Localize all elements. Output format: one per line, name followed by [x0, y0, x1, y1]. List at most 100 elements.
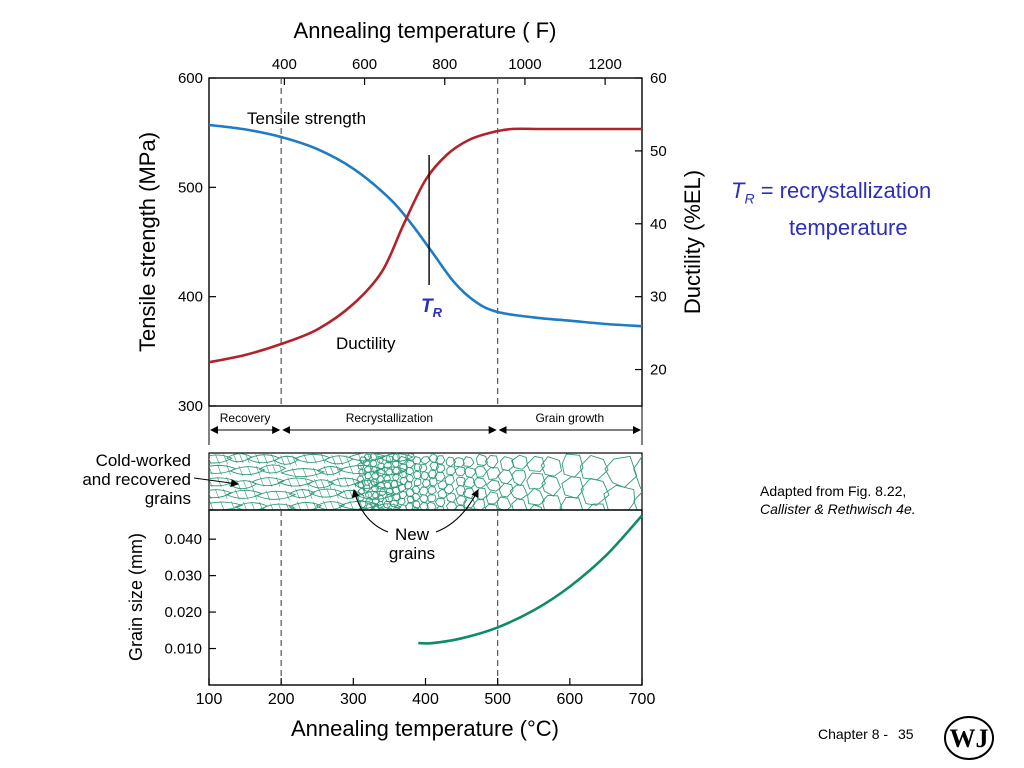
grain-slip-line [255, 453, 260, 465]
recrystallized-grain [426, 501, 437, 510]
grain-slip-line [275, 476, 281, 488]
bottom-tick-label: 200 [268, 691, 295, 708]
grain-slip-line [286, 455, 291, 466]
recrystallized-grain [541, 494, 563, 510]
grain-tick-label: 0.030 [164, 568, 202, 585]
property-series [208, 123, 643, 364]
region-label: Recrystallization [346, 411, 433, 425]
grain-slip-line [272, 464, 277, 475]
grain-slip-line [238, 453, 244, 464]
recrystallized-grain [580, 477, 610, 506]
recrystallized-grain [378, 488, 387, 496]
left-axis-ticks: 300 400 500 600 [178, 70, 216, 415]
grain-slip-line [249, 479, 254, 491]
grain-slip-line [348, 489, 354, 500]
grain-slip-line [217, 464, 222, 475]
tr-definition-symbol: T [731, 178, 745, 203]
recrystallized-grain [405, 466, 415, 475]
grain-slip-line [215, 454, 220, 465]
cold-worked-grain [378, 453, 414, 463]
bottom-tick-label: 300 [340, 691, 367, 708]
grain-size-series [418, 514, 643, 645]
tr-definition-line2: temperature [789, 215, 908, 241]
grain-slip-line [297, 501, 301, 510]
recrystallized-grain [455, 504, 466, 510]
recrystallized-grain [419, 493, 429, 504]
grain-slip-line [251, 501, 255, 510]
cold-worked-grain [307, 479, 335, 489]
microstructure-strip [208, 452, 643, 511]
grain-slip-line [259, 501, 263, 510]
recrystallized-grain [384, 468, 394, 476]
cold-worked-grain [328, 477, 361, 487]
grain-slip-line [393, 502, 397, 510]
tr-definition-line1: = recrystallization [760, 178, 932, 203]
grain-slip-line [330, 500, 335, 510]
recrystallized-grain [462, 456, 475, 467]
grain-slip-line [255, 465, 261, 477]
recrystallized-grain [509, 484, 528, 501]
grain-slip-line [338, 455, 344, 466]
credit-line2: Callister & Rethwisch 4e. [760, 501, 916, 517]
grain-size-ticks: 0.010 0.020 0.030 0.040 [164, 531, 216, 658]
grain-slip-line [259, 476, 265, 488]
top-axis-title: Annealing temperature ( F) [294, 18, 557, 43]
grain-slip-line [335, 465, 341, 476]
right-tick-label: 30 [650, 289, 667, 306]
property-plot-frame [208, 77, 643, 407]
top-tick-label: 1000 [508, 56, 541, 73]
footer-page: Chapter 8 - 35 [818, 726, 914, 742]
tr-definition: TR = recrystallization temperature [731, 176, 931, 243]
grain-size-line [418, 514, 643, 645]
top-tick-label: 1200 [588, 56, 621, 73]
recrystallized-grain [384, 493, 394, 502]
grain-slip-line [209, 457, 212, 465]
bottom-axis-ticks: 100 200 300 400 500 600 700 [196, 678, 655, 708]
tr-label: TR [421, 296, 443, 320]
new-grains-label-line2: grains [389, 544, 435, 563]
cold-worked-grain [251, 477, 285, 487]
cold-worked-grain [316, 466, 344, 475]
bottom-axis-title: Annealing temperature (°C) [291, 716, 559, 741]
grain-slip-line [209, 492, 212, 500]
recrystallized-grain [413, 462, 423, 472]
grain-slip-line [302, 467, 308, 478]
grain-tick-label: 0.010 [164, 641, 202, 658]
grain-slip-line [209, 465, 213, 475]
recrystallized-grain [376, 455, 384, 465]
recrystallized-grain [445, 501, 458, 510]
recrystallized-grain [413, 478, 422, 487]
recrystallized-grain [428, 509, 435, 510]
recrystallized-grain [561, 476, 584, 499]
recrystallized-grain [358, 506, 366, 510]
recrystallized-grain [363, 453, 373, 461]
recrystallized-grain [633, 491, 642, 510]
cold-worked-label-line1: Cold-worked [96, 451, 191, 470]
recrystallized-grain [406, 495, 415, 504]
grain-slip-line [271, 453, 276, 465]
right-tick-label: 20 [650, 362, 667, 379]
recrystallized-grain [364, 471, 373, 480]
grain-slip-line [345, 455, 351, 466]
left-tick-label: 300 [178, 398, 203, 415]
cold-worked-grain [258, 464, 287, 474]
grain-slip-line [349, 500, 354, 510]
recrystallized-grain [409, 509, 411, 510]
recrystallized-grain [429, 461, 440, 471]
grain-slip-line [337, 500, 342, 510]
recrystallized-grain [398, 511, 405, 519]
left-tick-label: 400 [178, 289, 203, 306]
grain-slip-line [368, 500, 374, 510]
recrystallized-grain [405, 473, 414, 483]
tensile-strength-label: Tensile strength [247, 109, 366, 128]
footer-chapter: Chapter 8 - [818, 726, 889, 742]
recrystallized-grain [398, 455, 408, 465]
recrystallized-grain [486, 466, 501, 480]
new-grains-label-line1: New [395, 525, 430, 544]
grain-slip-line [285, 503, 290, 510]
recrystallized-grain [527, 487, 545, 506]
recrystallized-grain [405, 502, 414, 510]
recrystallized-grain [603, 484, 636, 510]
grain-slip-line [243, 489, 249, 500]
